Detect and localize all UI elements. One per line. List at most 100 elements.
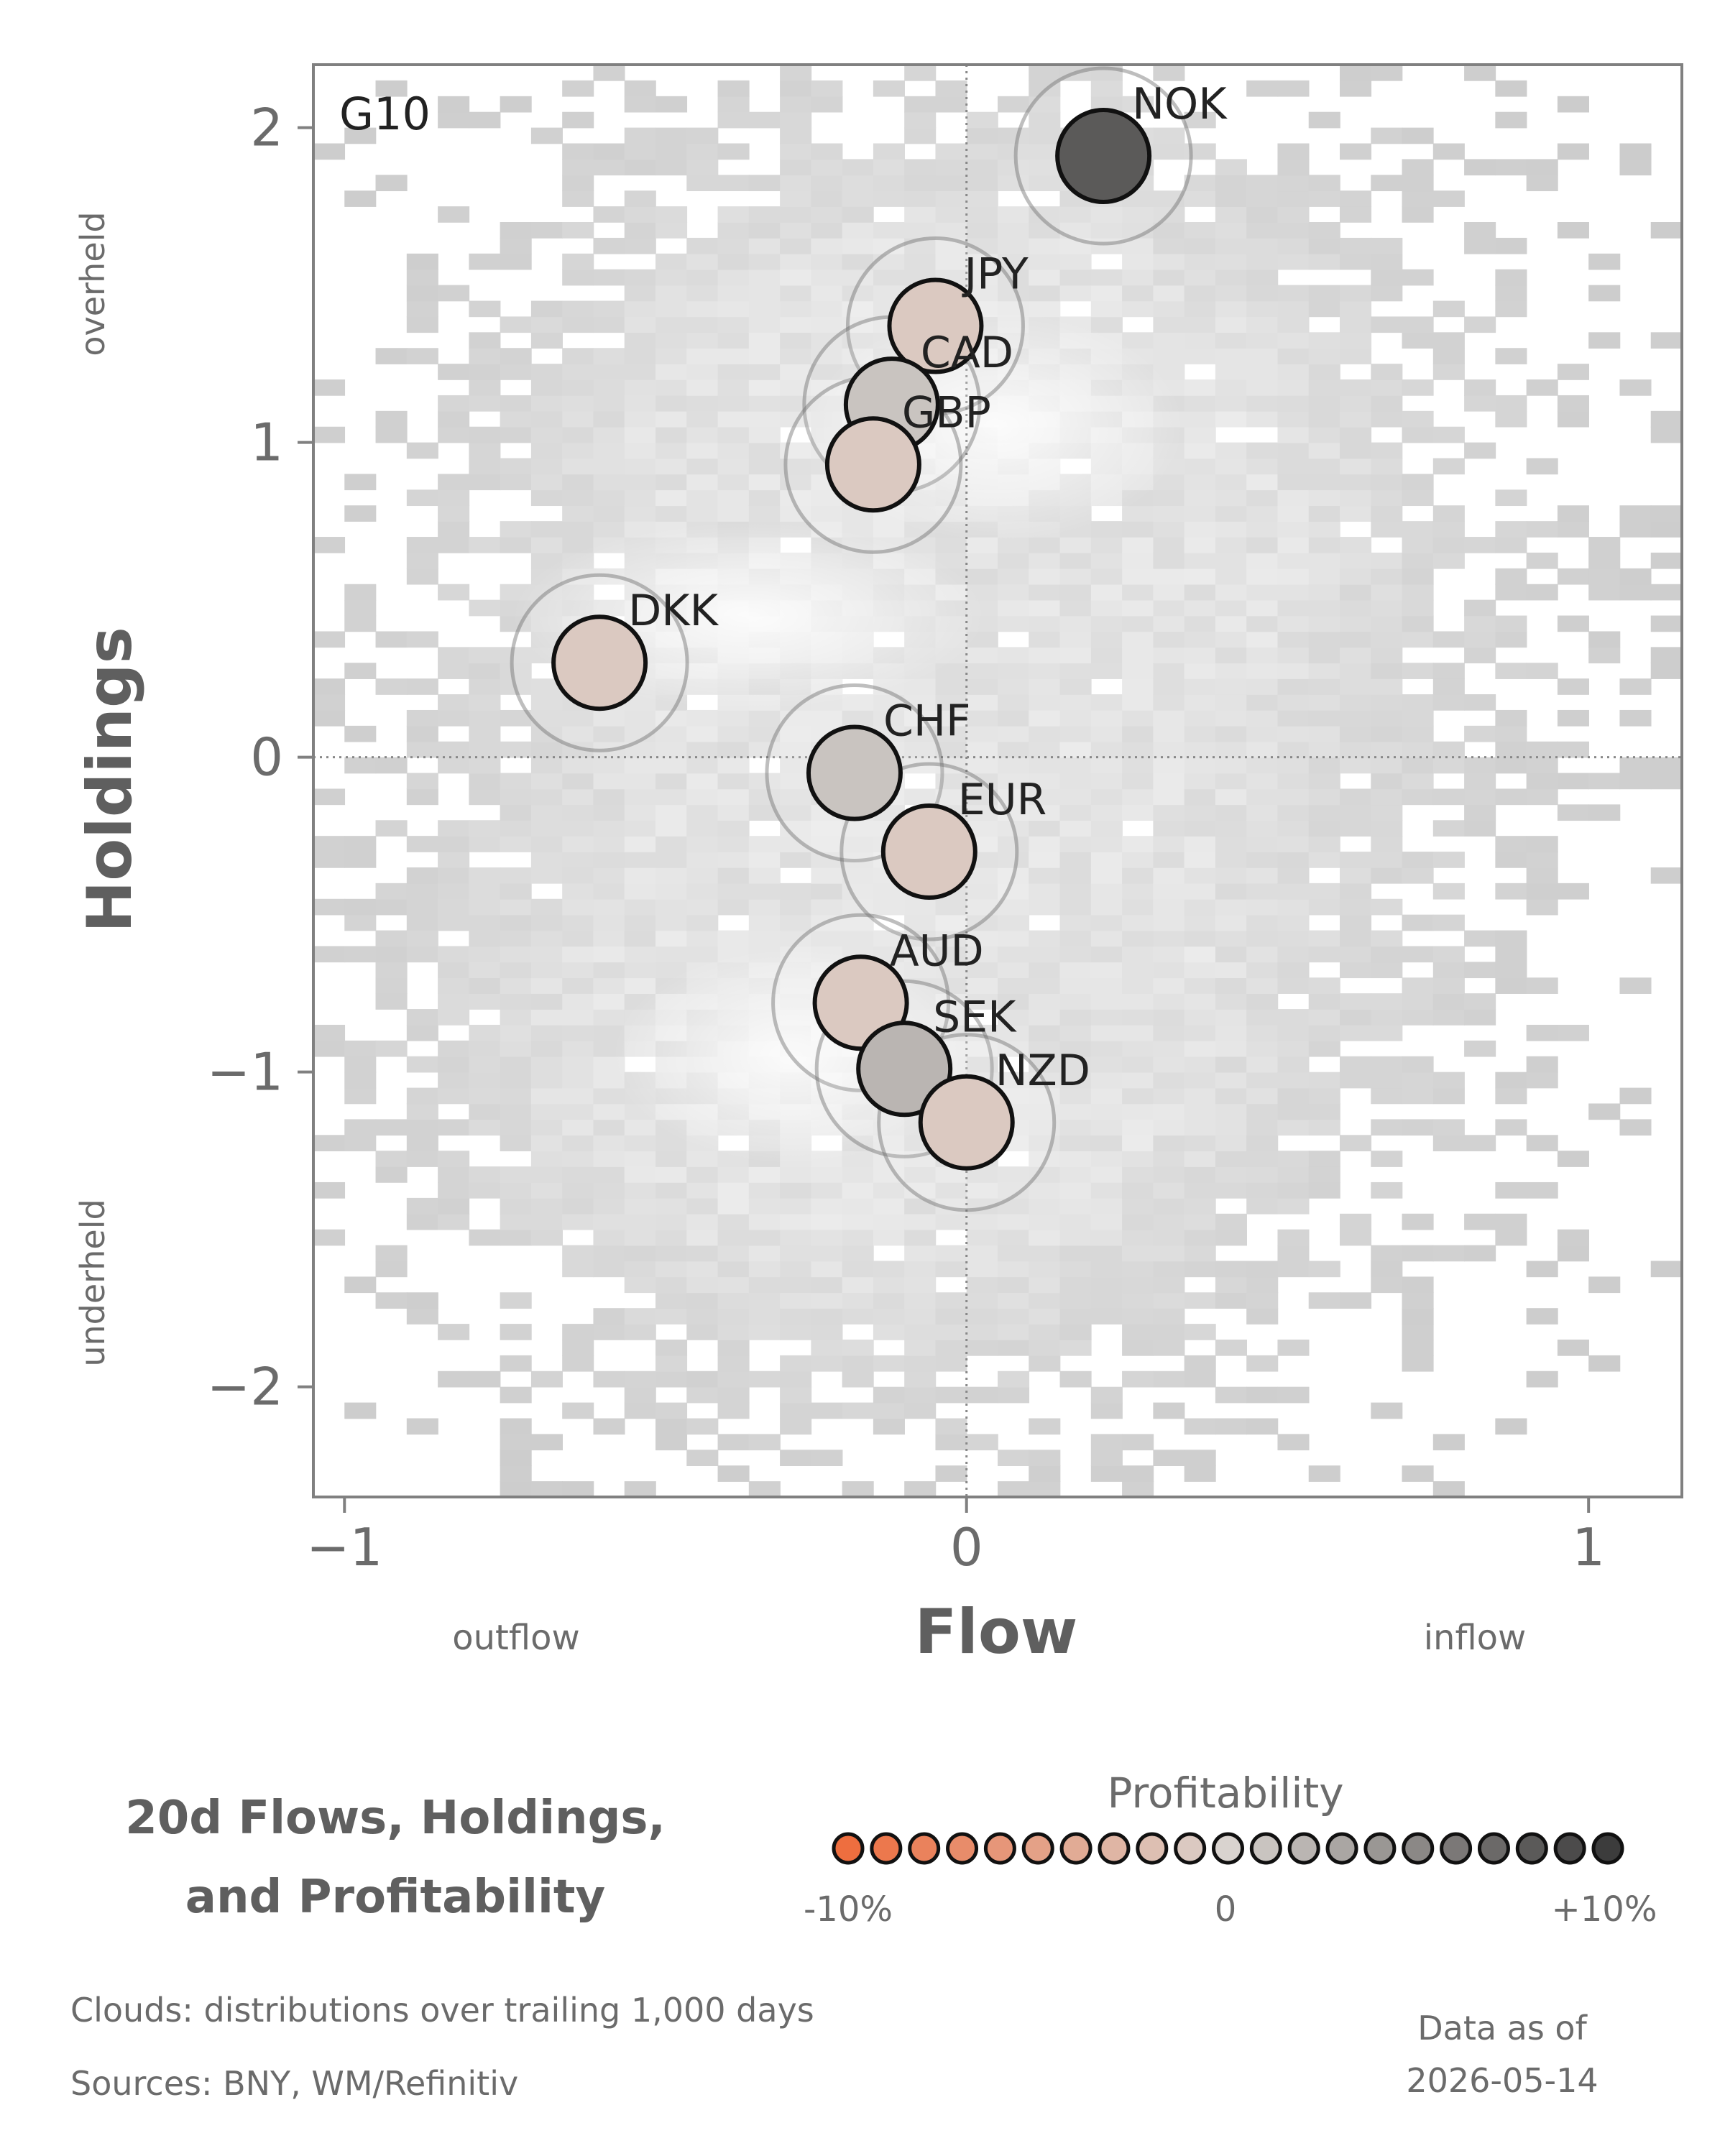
- cloud-cell-76: [406, 1009, 438, 1026]
- cloud-cell-1515: [1029, 993, 1061, 1010]
- cloud-cell-2119: [1277, 1245, 1310, 1262]
- cloud-cell-515: [624, 379, 656, 396]
- cloud-cell-29: [344, 852, 377, 868]
- cloud-cell-2364: [1402, 1308, 1434, 1325]
- cloud-cell-2139: [1277, 883, 1310, 900]
- cloud-cell-9: [313, 788, 346, 806]
- cloud-cell-2508: [1495, 80, 1527, 97]
- cloud-cell-589: [656, 505, 688, 522]
- cloud-cell-27: [344, 914, 377, 931]
- cloud-cell-1524: [1029, 836, 1061, 852]
- cloud-cell-688: [686, 127, 719, 144]
- cloud-cell-2307: [1371, 1245, 1403, 1262]
- cloud-cell-2256: [1340, 993, 1372, 1010]
- cloud-cell-1161: [873, 175, 905, 192]
- cloud-cell-413: [593, 883, 625, 900]
- cloud-cell-602: [656, 300, 688, 318]
- cloud-cell-920: [780, 206, 812, 223]
- cloud-cell-1454: [998, 663, 1030, 679]
- cloud-cell-2088: [1246, 584, 1279, 601]
- cloud-cell-299: [530, 474, 563, 491]
- cloud-cell-2386: [1402, 694, 1434, 711]
- cloud-cell-1481: [998, 222, 1030, 239]
- cloud-cell-340: [562, 883, 594, 900]
- cloud-cell-1261: [935, 1166, 967, 1183]
- cloud-cell-1766: [1122, 852, 1154, 868]
- cloud-cell-319: [562, 1213, 594, 1230]
- cloud-cell-1368: [966, 741, 998, 758]
- cloud-cell-1520: [1029, 898, 1061, 916]
- cloud-cell-52: [375, 930, 408, 947]
- cloud-cell-750: [717, 442, 750, 459]
- cloud-cell-1856: [1153, 694, 1185, 711]
- cloud-cell-2221: [1308, 615, 1340, 632]
- cloud-cell-849: [780, 1386, 812, 1404]
- cloud-cell-1176: [904, 1245, 937, 1262]
- cloud-cell-74: [406, 1056, 438, 1073]
- cloud-cell-421: [593, 757, 625, 774]
- cloud-cell-1440: [998, 883, 1030, 900]
- cloud-cell-2381: [1402, 773, 1434, 790]
- cloud-cell-1421: [998, 1213, 1030, 1230]
- cloud-cell-188: [469, 332, 501, 349]
- cloud-cell-528: [624, 143, 656, 160]
- cloud-cell-2320: [1371, 898, 1403, 916]
- cloud-cell-43: [375, 1245, 408, 1262]
- cloud-cell-2567: [1588, 332, 1621, 349]
- cloud-cell-2126: [1277, 1103, 1310, 1120]
- cloud-cell-315: [562, 1339, 594, 1356]
- cloud-cell-919: [780, 222, 812, 239]
- cloud-cell-1623: [1059, 568, 1092, 585]
- cloud-cell-2087: [1246, 599, 1279, 617]
- cloud-cell-2150: [1277, 709, 1310, 727]
- point-label-gbp: GBP: [902, 387, 991, 438]
- cloud-cell-1170: [904, 1339, 937, 1356]
- cloud-cell-1275: [935, 946, 967, 963]
- cloud-cell-88: [406, 709, 438, 727]
- cloud-cell-455: [624, 1386, 656, 1404]
- cloud-cell-2219: [1308, 647, 1340, 664]
- cloud-cell-1289: [935, 725, 967, 742]
- cloud-cell-1754: [1122, 1040, 1154, 1057]
- cloud-cell-1449: [998, 741, 1030, 758]
- cloud-cell-749: [717, 458, 750, 475]
- cloud-cell-2559: [1588, 804, 1621, 821]
- cloud-cell-889: [780, 725, 812, 742]
- cloud-cell-733: [717, 709, 750, 727]
- asof-line1: Data as of: [1417, 2009, 1587, 2047]
- cloud-cell-2457: [1464, 725, 1496, 742]
- cloud-cell-1992: [1215, 946, 1247, 963]
- cloud-cell-939: [811, 1245, 843, 1262]
- cloud-cell-2261: [1340, 898, 1372, 916]
- cloud-cell-1970: [1215, 1386, 1247, 1404]
- cloud-cell-2208: [1308, 820, 1340, 837]
- cloud-cell-1539: [1029, 599, 1061, 617]
- cloud-cell-303: [530, 410, 563, 428]
- cloud-cell-1019: [842, 1261, 874, 1278]
- cloud-cell-2024: [1215, 442, 1247, 459]
- cloud-cell-1857: [1153, 678, 1185, 695]
- cloud-cell-623: [686, 1213, 719, 1230]
- cloud-cell-249: [500, 222, 532, 239]
- cloud-cell-1011: [842, 1481, 874, 1497]
- cloud-cell-84: [406, 788, 438, 806]
- legend-dot-11: [1249, 1832, 1282, 1865]
- cloud-cell-1826: [1153, 1166, 1185, 1183]
- cloud-cell-145: [438, 96, 470, 113]
- cloud-cell-2479: [1495, 977, 1527, 994]
- cloud-cell-1944: [1184, 552, 1216, 569]
- legend-dot-19: [1553, 1832, 1586, 1865]
- cloud-cell-371: [562, 379, 594, 396]
- cloud-cell-1197: [904, 898, 937, 916]
- cloud-cell-650: [686, 788, 719, 806]
- cloud-cell-1946: [1184, 521, 1216, 538]
- cloud-cell-2017: [1215, 552, 1247, 569]
- cloud-cell-1842: [1153, 914, 1185, 931]
- cloud-cell-106: [438, 1181, 470, 1199]
- legend-dot-20: [1591, 1832, 1624, 1865]
- cloud-cell-999: [811, 285, 843, 302]
- cloud-cell-1205: [904, 741, 937, 758]
- cloud-cell-492: [624, 741, 656, 758]
- cloud-cell-259: [530, 1151, 563, 1167]
- cloud-cell-1380: [966, 552, 998, 569]
